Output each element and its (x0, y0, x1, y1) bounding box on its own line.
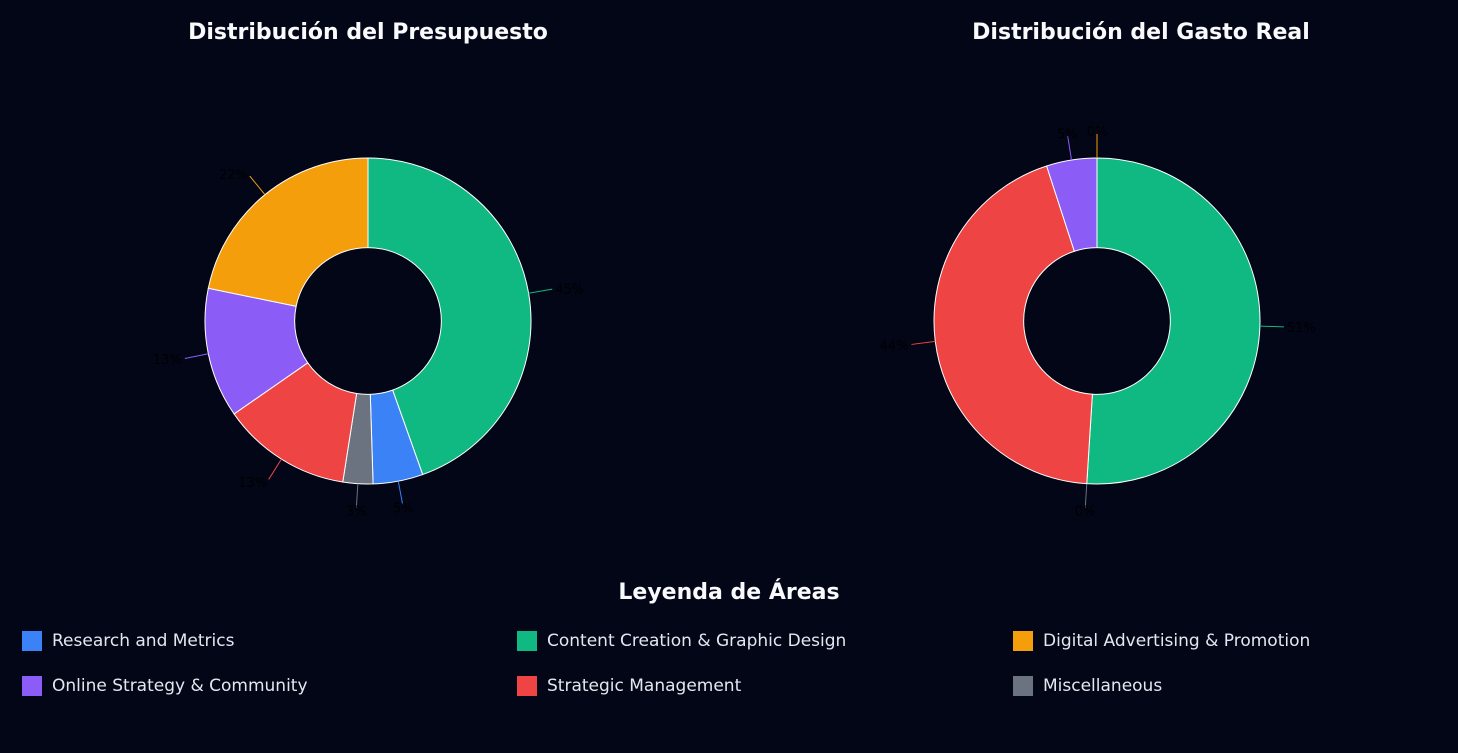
legend-item-strategic-management[interactable]: Strategic Management (517, 675, 1013, 696)
legend-swatch (22, 675, 42, 696)
budget-label-online-strategy-and-community: 13% (153, 353, 182, 368)
legend-swatch (22, 630, 42, 651)
budget-label-digital-advertising-and-promotion: 22% (219, 168, 248, 183)
budget-label-research-and-metrics: 5% (393, 502, 414, 517)
budget-slice-content-creation-and-graphic-design[interactable] (367, 157, 532, 476)
chart-title-actual-spend: Distribución del Gasto Real (972, 20, 1310, 45)
actual-label-content-creation-and-graphic-design: 51% (1287, 321, 1316, 336)
budget-leader-research-and-metrics (397, 481, 404, 505)
legend-item-content-creation[interactable]: Content Creation & Graphic Design (517, 630, 1013, 651)
legend-title: Leyenda de Áreas (618, 580, 840, 605)
legend-item-digital-advertising[interactable]: Digital Advertising & Promotion (1013, 630, 1433, 651)
actual-leader-content-creation-and-graphic-design (1259, 325, 1284, 328)
legend-label: Strategic Management (547, 675, 742, 696)
legend-label: Research and Metrics (52, 630, 235, 651)
actual-label-strategic-management: 44% (880, 339, 909, 354)
actual-slice-online-strategy-and-community[interactable] (1045, 157, 1098, 252)
legend-label: Online Strategy & Community (52, 675, 308, 696)
budget-slice-digital-advertising-and-promotion[interactable] (207, 157, 369, 307)
legend-label: Content Creation & Graphic Design (547, 630, 847, 651)
actual-slice-content-creation-and-graphic-design[interactable] (1086, 157, 1261, 485)
legend-label: Digital Advertising & Promotion (1043, 630, 1311, 651)
legend-swatch (517, 630, 537, 651)
actual-leader-online-strategy-and-community (1067, 136, 1072, 161)
actual-label-digital-advertising-and-promotion: 0% (1087, 125, 1108, 140)
actual-label-online-strategy-and-community: 5% (1057, 127, 1078, 142)
budget-leader-strategic-management (268, 458, 282, 480)
budget-label-strategic-management: 13% (238, 476, 267, 491)
actual-label-miscellaneous: 0% (1075, 505, 1096, 520)
donut-chart-budget: 45% 5% 3% 13% 13% 22% (153, 157, 584, 520)
legend-item-research-and-metrics[interactable]: Research and Metrics (22, 630, 517, 651)
legend-item-online-strategy[interactable]: Online Strategy & Community (22, 675, 517, 696)
budget-leader-digital-advertising-and-promotion (249, 175, 266, 196)
legend-label: Miscellaneous (1043, 675, 1163, 696)
chart-title-budget: Distribución del Presupuesto (188, 20, 548, 45)
actual-leader-strategic-management (911, 340, 936, 345)
legend-swatch (517, 675, 537, 696)
actual-leader-miscellaneous (1084, 483, 1088, 508)
budget-leader-content-creation-and-graphic-design (528, 288, 553, 294)
legend-item-miscellaneous[interactable]: Miscellaneous (1013, 675, 1433, 696)
budget-leader-online-strategy-and-community (184, 353, 209, 360)
budget-label-content-creation-and-graphic-design: 45% (555, 283, 584, 298)
legend-swatch (1013, 630, 1033, 651)
actual-slice-strategic-management[interactable] (933, 165, 1093, 485)
legend: Research and Metrics Content Creation & … (22, 630, 1442, 696)
budget-leader-miscellaneous (355, 483, 359, 508)
budget-label-miscellaneous: 3% (346, 505, 367, 520)
legend-swatch (1013, 675, 1033, 696)
donut-chart-actual-spend: 51% 0% 44% 5% 0% (880, 125, 1316, 520)
